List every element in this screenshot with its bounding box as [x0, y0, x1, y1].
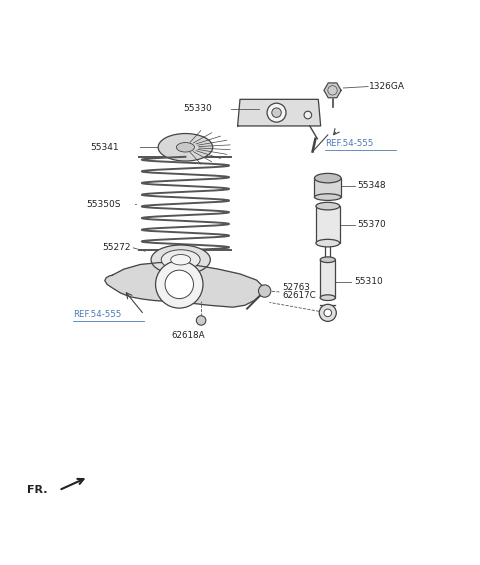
- Ellipse shape: [320, 295, 336, 301]
- Polygon shape: [324, 83, 341, 98]
- Text: 55330: 55330: [183, 105, 212, 114]
- Text: 62618A: 62618A: [171, 331, 204, 340]
- Text: REF.54-555: REF.54-555: [325, 139, 374, 148]
- Circle shape: [324, 309, 332, 316]
- Text: 62617C: 62617C: [283, 292, 316, 300]
- Ellipse shape: [161, 250, 200, 270]
- Text: 52763: 52763: [283, 282, 311, 292]
- Text: 55310: 55310: [354, 277, 383, 286]
- Circle shape: [196, 316, 206, 325]
- Ellipse shape: [177, 142, 194, 152]
- Bar: [316, 206, 340, 243]
- Text: 55348: 55348: [358, 181, 386, 190]
- Text: FR.: FR.: [26, 485, 47, 496]
- Ellipse shape: [316, 202, 340, 210]
- Circle shape: [267, 103, 286, 122]
- Text: 55350S: 55350S: [86, 199, 120, 208]
- Circle shape: [156, 260, 203, 308]
- Circle shape: [304, 111, 312, 119]
- Text: 55272: 55272: [102, 244, 131, 253]
- Circle shape: [259, 285, 271, 297]
- Text: REF.54-555: REF.54-555: [73, 310, 121, 319]
- Ellipse shape: [171, 254, 191, 265]
- Polygon shape: [105, 263, 264, 307]
- Circle shape: [165, 270, 193, 299]
- Circle shape: [319, 305, 336, 321]
- Ellipse shape: [316, 240, 340, 247]
- Ellipse shape: [314, 173, 341, 183]
- Ellipse shape: [158, 133, 213, 161]
- Text: 55341: 55341: [91, 143, 119, 152]
- Text: 1326GA: 1326GA: [369, 82, 405, 91]
- Ellipse shape: [320, 257, 336, 263]
- Text: 55370: 55370: [358, 220, 386, 229]
- Bar: [314, 178, 341, 197]
- Polygon shape: [238, 99, 321, 126]
- Ellipse shape: [151, 245, 210, 275]
- Circle shape: [272, 108, 281, 118]
- Ellipse shape: [314, 194, 341, 201]
- Bar: [320, 260, 336, 298]
